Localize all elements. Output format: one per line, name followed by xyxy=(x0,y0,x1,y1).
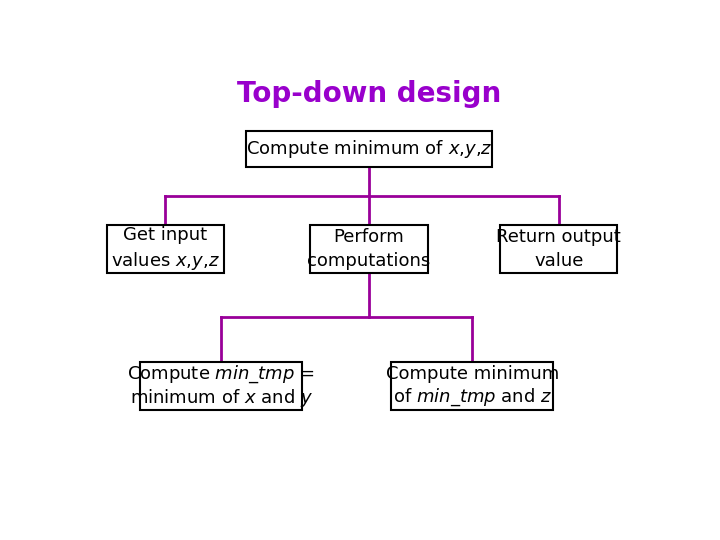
Text: Compute minimum of $x$,$y$,$z$: Compute minimum of $x$,$y$,$z$ xyxy=(246,138,492,160)
FancyBboxPatch shape xyxy=(140,362,302,410)
Text: Compute $\it{min\_tmp}$ =: Compute $\it{min\_tmp}$ = xyxy=(127,363,315,385)
FancyBboxPatch shape xyxy=(392,362,553,410)
Text: minimum of $\it{x}$ and $\it{y}$: minimum of $\it{x}$ and $\it{y}$ xyxy=(130,387,312,409)
Text: Perform
computations: Perform computations xyxy=(307,228,431,269)
FancyBboxPatch shape xyxy=(500,225,617,273)
FancyBboxPatch shape xyxy=(107,225,224,273)
Text: Compute minimum: Compute minimum xyxy=(386,366,559,383)
FancyBboxPatch shape xyxy=(310,225,428,273)
Text: Get input
values $x$,$y$,$z$: Get input values $x$,$y$,$z$ xyxy=(111,226,220,272)
Text: Top-down design: Top-down design xyxy=(237,80,501,108)
Text: Return output
value: Return output value xyxy=(496,228,621,269)
FancyBboxPatch shape xyxy=(246,131,492,167)
Text: of $\it{min\_tmp}$ and $z$: of $\it{min\_tmp}$ and $z$ xyxy=(392,387,552,408)
